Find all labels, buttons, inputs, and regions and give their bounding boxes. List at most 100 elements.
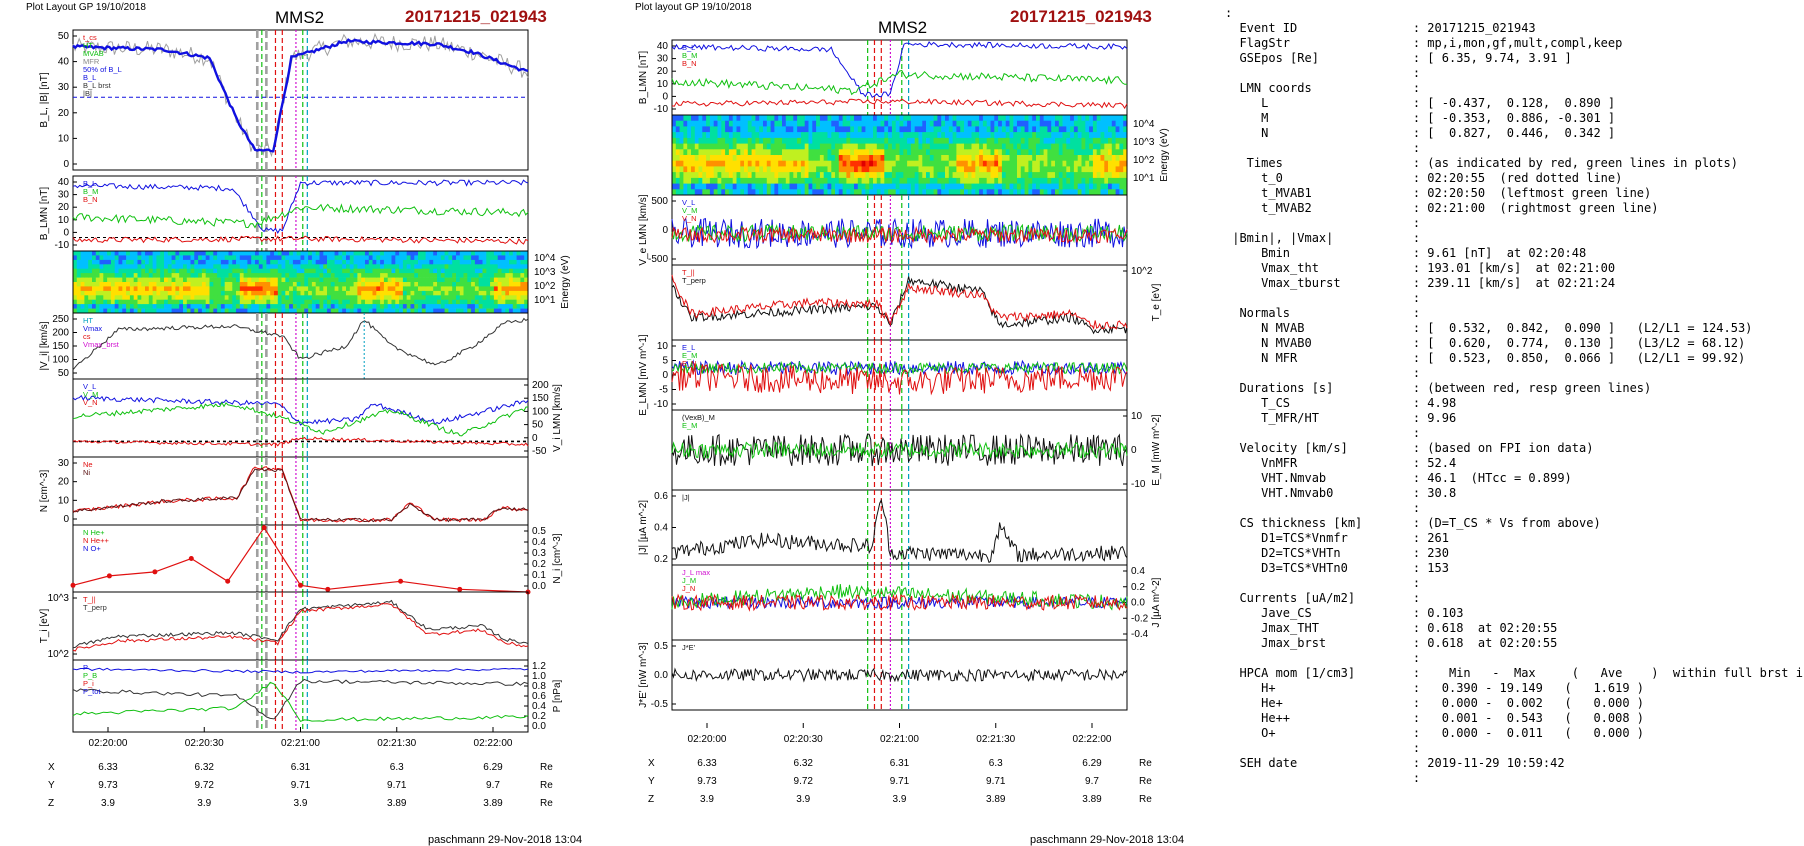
y-tick-label: 10	[657, 341, 669, 352]
heatmap-cell	[258, 277, 263, 283]
heatmap-cell	[1051, 143, 1056, 150]
heatmap-cell	[793, 183, 798, 190]
heatmap-cell	[933, 120, 938, 127]
heatmap-cell	[857, 189, 862, 196]
series-en	[671, 362, 1128, 396]
heatmap-cell	[774, 155, 779, 162]
heatmap-cell	[1066, 189, 1071, 196]
y-axis-label: B_LMN [nT]	[39, 187, 50, 241]
heatmap-cell	[421, 251, 426, 256]
heatmap-cell	[183, 308, 188, 314]
heatmap-cell	[1005, 120, 1010, 127]
heatmap-cell	[304, 255, 309, 261]
heatmap-cell	[679, 166, 684, 173]
heatmap-cell	[402, 290, 408, 296]
heatmap-cell	[459, 251, 464, 256]
heatmap-cell	[755, 189, 760, 196]
info-row: |Bmin|, |Vmax| :	[1225, 231, 1421, 245]
heatmap-cell	[1100, 132, 1105, 139]
heatmap-cell	[763, 177, 768, 184]
heatmap-cell	[501, 295, 506, 301]
heatmap-cell	[520, 282, 525, 287]
heatmap-cell	[1055, 177, 1060, 184]
heatmap-cell	[691, 166, 696, 173]
heatmap-cell	[107, 277, 112, 283]
heatmap-cell	[835, 120, 840, 127]
heatmap-cell	[812, 126, 817, 133]
heatmap-cell	[512, 308, 517, 314]
heatmap-cell	[1111, 115, 1116, 122]
legend-entry: N O+	[83, 544, 101, 553]
heatmap-cell	[463, 273, 468, 278]
y-tick-label: 5	[662, 356, 668, 367]
heatmap-cell	[694, 132, 699, 139]
heatmap-cell	[251, 268, 256, 274]
heatmap-cell	[1032, 189, 1037, 196]
heatmap-cell	[365, 282, 370, 287]
heatmap-cell	[160, 286, 165, 292]
heatmap-cell	[1123, 120, 1128, 127]
heatmap-cell	[289, 286, 294, 292]
heatmap-cell	[1119, 143, 1124, 150]
heatmap-cell	[277, 308, 282, 314]
info-row: VHT.Nmvab0 : 30.8	[1225, 486, 1457, 500]
heatmap-cell	[698, 137, 703, 144]
info-row: N : [ 0.827, 0.446, 0.342 ]	[1225, 126, 1616, 140]
heatmap-cell	[827, 132, 832, 139]
heatmap-cell	[694, 166, 699, 173]
heatmap-cell	[167, 255, 172, 261]
heatmap-cell	[967, 172, 972, 179]
x-tick-label: 02:21:30	[377, 738, 416, 749]
heatmap-cell	[1100, 172, 1105, 179]
heatmap-cell	[823, 126, 828, 133]
heatmap-cell	[933, 143, 938, 150]
heatmap-cell	[763, 137, 768, 144]
heatmap-cell	[179, 268, 184, 274]
heatmap-cell	[236, 251, 241, 256]
heatmap-cell	[854, 115, 859, 122]
heatmap-cell	[789, 126, 794, 133]
heatmap-cell	[103, 308, 108, 314]
heatmap-cell	[509, 295, 514, 301]
heatmap-cell	[247, 264, 252, 270]
heatmap-cell	[679, 115, 684, 122]
heatmap-cell	[1036, 172, 1041, 179]
heatmap-cell	[713, 137, 718, 144]
heatmap-cell	[1036, 137, 1041, 144]
heatmap-cell	[311, 290, 317, 296]
heatmap-cell	[126, 251, 131, 256]
heatmap-cell	[456, 264, 461, 270]
legend-entry: V_M	[682, 206, 697, 215]
heatmap-cell	[982, 166, 988, 173]
heatmap-cell	[964, 166, 969, 173]
heatmap-cell	[941, 177, 946, 184]
heatmap-cell	[744, 120, 749, 127]
heatmap-cell	[463, 299, 468, 305]
heatmap-cell	[1123, 126, 1128, 133]
heatmap-cell	[277, 273, 282, 278]
heatmap-cell	[365, 259, 370, 265]
heatmap-cell	[133, 268, 138, 274]
ephemeris-value: 9.71	[291, 780, 311, 791]
heatmap-cell	[402, 259, 408, 265]
heatmap-cell	[497, 299, 502, 305]
heatmap-cell	[1115, 137, 1120, 144]
heatmap-cell	[857, 160, 862, 167]
y-tick-label: 50	[532, 420, 544, 431]
heatmap-cell	[183, 251, 188, 256]
heatmap-cell	[478, 259, 483, 265]
heatmap-cell	[448, 282, 453, 287]
heatmap-cell	[433, 277, 438, 283]
heatmap-cell	[304, 259, 309, 265]
heatmap-cell	[258, 251, 263, 256]
heatmap-cell	[114, 264, 119, 270]
heatmap-cell	[1005, 115, 1010, 122]
ephemeris-value: 9.71	[986, 776, 1006, 787]
heatmap-cell	[266, 286, 271, 292]
heatmap-cell	[171, 308, 176, 314]
heatmap-cell	[1123, 115, 1128, 122]
heatmap-cell	[232, 299, 237, 305]
legend-entry: HT	[83, 316, 93, 325]
heatmap-cell	[835, 160, 840, 167]
heatmap-cell	[827, 115, 832, 122]
